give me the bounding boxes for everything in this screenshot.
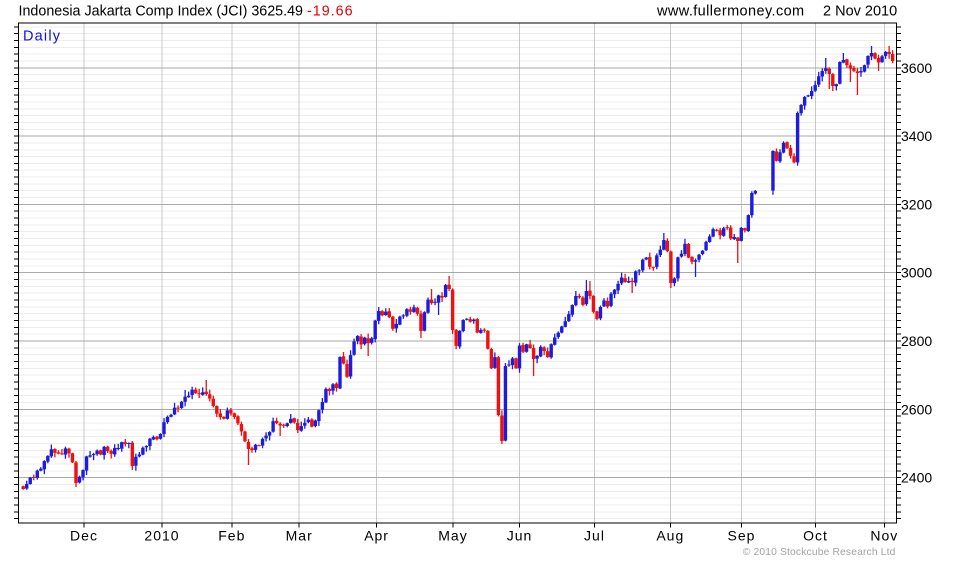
svg-text:3200: 3200 (901, 196, 932, 212)
svg-text:Mar: Mar (286, 528, 313, 544)
svg-text:Nov: Nov (870, 528, 898, 544)
svg-text:Oct: Oct (803, 528, 828, 544)
svg-text:Dec: Dec (70, 528, 98, 544)
svg-text:2800: 2800 (901, 333, 932, 349)
svg-text:2 Nov 2010: 2 Nov 2010 (823, 4, 897, 20)
svg-text:Jul: Jul (584, 528, 605, 544)
svg-text:© 2010 Stockcube Research Ltd: © 2010 Stockcube Research Ltd (743, 547, 896, 558)
svg-text:Jun: Jun (507, 528, 533, 544)
svg-text:www.fullermoney.com: www.fullermoney.com (656, 4, 805, 20)
svg-text:Feb: Feb (218, 528, 245, 544)
svg-text:3400: 3400 (901, 128, 932, 144)
svg-text:Daily: Daily (23, 29, 61, 45)
svg-text:Aug: Aug (656, 528, 684, 544)
svg-text:Apr: Apr (364, 528, 389, 544)
svg-text:2600: 2600 (901, 401, 932, 417)
svg-text:3600: 3600 (901, 60, 932, 76)
svg-text:Sep: Sep (728, 528, 756, 544)
svg-text:2400: 2400 (901, 470, 932, 486)
svg-text:Indonesia Jakarta Comp Index (: Indonesia Jakarta Comp Index (JCI) 3625.… (19, 4, 354, 20)
svg-text:May: May (438, 528, 467, 544)
svg-text:3000: 3000 (901, 265, 932, 281)
svg-text:2010: 2010 (144, 528, 179, 544)
